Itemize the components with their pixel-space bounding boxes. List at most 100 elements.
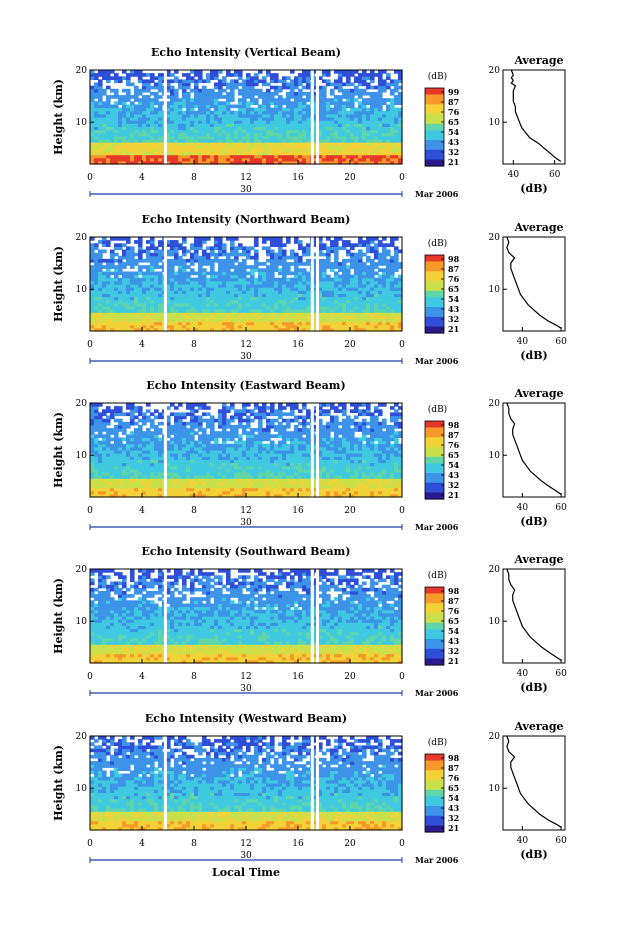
panel-1: Echo Intensity (Vertical Beam) 10 20 Height… (52, 46, 566, 199)
colorbar-level: 98 (448, 586, 460, 596)
data-gap (310, 237, 314, 331)
x-tick-label: 0 (87, 839, 93, 849)
colorbar-level: 54 (448, 793, 460, 803)
colorbar-band (425, 447, 444, 451)
colorbar-frame (424, 254, 445, 334)
colorbar-level: 43 (448, 470, 460, 480)
colorbar-level: 54 (448, 460, 460, 470)
colorbar-band (425, 590, 444, 595)
x-tick-label: 16 (292, 173, 304, 183)
colorbar-band (425, 140, 444, 144)
month-label: Mar 2006 (415, 356, 459, 366)
y-tick-label: 20 (76, 66, 88, 76)
colorbar-level: 65 (448, 284, 459, 294)
profile-title: Average (513, 387, 563, 400)
profile-title: Average (513, 720, 563, 733)
colorbar-band (425, 300, 444, 305)
colorbar-band (425, 754, 444, 758)
colorbar-band (425, 110, 444, 115)
colorbar-band (425, 596, 444, 601)
colorbar-band (425, 616, 444, 621)
colorbar-band (425, 123, 444, 128)
month-label: Mar 2006 (415, 522, 459, 532)
profile-y-label: 10 (489, 784, 501, 794)
date-label: 30 (240, 185, 252, 195)
profile-frame (502, 69, 566, 165)
colorbar-band (425, 482, 444, 487)
colorbar-level: 87 (448, 763, 459, 773)
profile-frame (502, 735, 566, 831)
colorbar-band (425, 587, 444, 591)
colorbar-band (425, 796, 444, 801)
colorbar-band (425, 652, 444, 656)
colorbar-level: 21 (448, 490, 459, 500)
colorbar-level: 87 (448, 264, 459, 274)
colorbar-band (425, 434, 444, 438)
colorbar-band (425, 629, 444, 634)
colorbar-unit: (dB) (428, 71, 447, 82)
colorbar-band (425, 91, 444, 96)
colorbar-band (425, 443, 444, 448)
data-gap (163, 70, 167, 164)
x-tick-label: 0 (87, 340, 93, 350)
profile-y-label: 10 (489, 451, 501, 461)
colorbar-level: 54 (448, 626, 460, 636)
colorbar-band (425, 162, 444, 167)
colorbar-level: 87 (448, 97, 459, 107)
x-tick-label: 4 (139, 340, 145, 350)
colorbar-band (425, 495, 444, 500)
x-tick-label: 20 (344, 506, 356, 516)
colorbar-level: 32 (448, 813, 459, 823)
colorbar-band (425, 828, 444, 833)
colorbar-band (425, 658, 444, 663)
colorbar-band (425, 767, 444, 771)
profile-title: Average (513, 54, 563, 67)
colorbar-level: 54 (448, 127, 460, 137)
profile-y-label: 10 (489, 617, 501, 627)
colorbar-band (425, 117, 444, 122)
profile-x-axis-label: (dB) (520, 848, 547, 861)
data-gap (316, 70, 319, 164)
colorbar-unit: (dB) (428, 737, 447, 748)
colorbar-band (425, 626, 444, 630)
profile-x-label: 40 (508, 170, 520, 180)
panel-4: Echo Intensity (Southward Beam) 10 20 Heigh… (52, 545, 567, 698)
colorbar-band (425, 645, 444, 650)
colorbar-band (425, 320, 444, 324)
profile-frame (502, 568, 566, 664)
colorbar-band (425, 793, 444, 797)
month-label: Mar 2006 (415, 855, 459, 865)
date-label: 30 (240, 518, 252, 528)
colorbar-band (425, 809, 444, 814)
x-tick-label: 0 (87, 173, 93, 183)
y-axis-label: Height (km) (52, 745, 65, 821)
profile-x-label: 60 (549, 170, 561, 180)
colorbar-band (425, 133, 444, 138)
panel-title: Echo Intensity (Vertical Beam) (151, 46, 341, 59)
profile-x-label: 40 (517, 503, 529, 513)
colorbar-band (425, 655, 444, 660)
x-tick-label: 4 (139, 839, 145, 849)
x-tick-label: 8 (191, 672, 197, 682)
colorbar-band (425, 789, 444, 794)
profile-frame (502, 402, 566, 498)
colorbar-band (425, 97, 444, 102)
colorbar-level: 43 (448, 636, 460, 646)
data-gap (163, 403, 167, 497)
profile-x-label: 60 (555, 836, 567, 846)
profile-title: Average (513, 553, 563, 566)
colorbar-band (425, 760, 444, 765)
colorbar-band (425, 284, 444, 289)
colorbar-band (425, 783, 444, 788)
colorbar-band (425, 456, 444, 461)
colorbar-level: 43 (448, 803, 460, 813)
x-tick-label: 0 (87, 506, 93, 516)
x-tick-label: 12 (240, 173, 251, 183)
profile-line (510, 69, 562, 162)
colorbar-band (425, 476, 444, 481)
colorbar-band (425, 281, 444, 285)
colorbar-band (425, 88, 444, 92)
